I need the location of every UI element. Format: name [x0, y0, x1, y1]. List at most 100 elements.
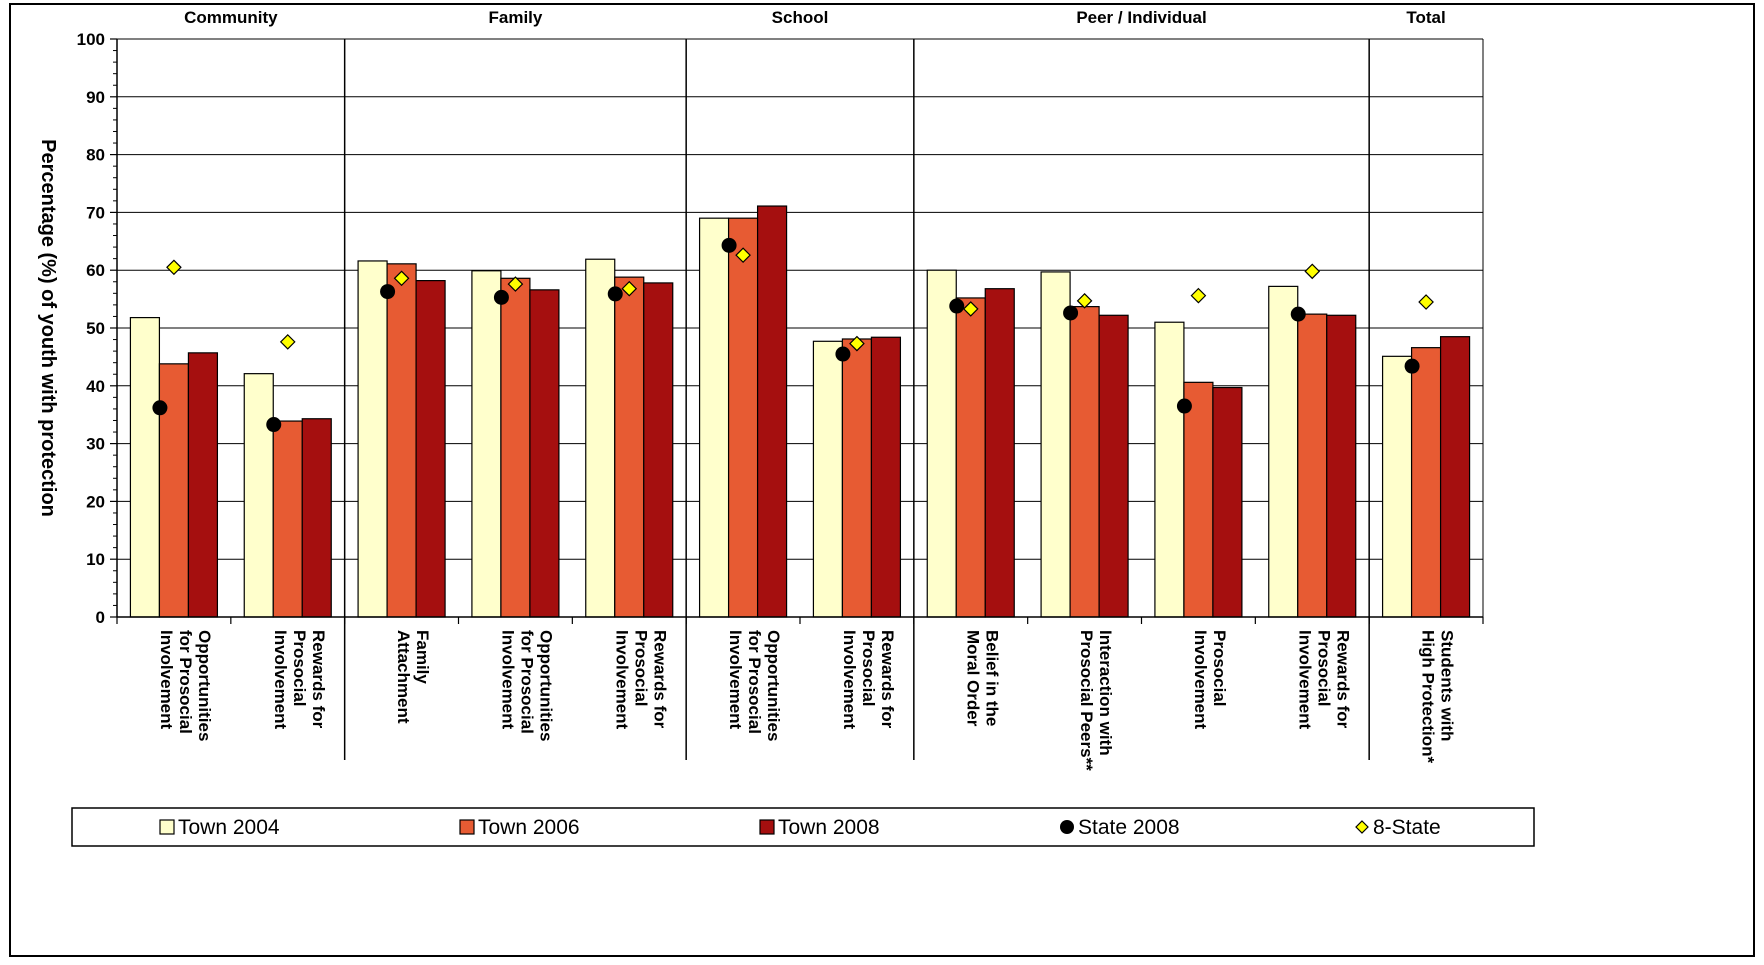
group-title-1: Family [488, 8, 542, 27]
category-label-5-0: Opportunities [764, 630, 783, 741]
category-label-5-2: Involvement [726, 630, 745, 730]
bars [129, 205, 1471, 618]
bar-town-2006-6 [841, 338, 873, 618]
category-label-8-1: Prosocial Peers** [1077, 630, 1096, 771]
category-label-5-1: for Prosocial [745, 630, 764, 734]
legend-swatch-8-state [1355, 820, 1369, 834]
bar-town-2004-2 [357, 260, 388, 618]
marker-state-2008-0 [152, 400, 168, 416]
group-title-4: Total [1406, 8, 1445, 27]
category-label-11-1: High Protection* [1419, 630, 1438, 764]
category-label-4-1: Prosocial [631, 630, 650, 707]
y-tick-label-2: 20 [86, 492, 105, 511]
markers [152, 237, 1434, 433]
y-tick-label-10: 100 [77, 30, 105, 49]
category-label-1-2: Involvement [271, 630, 290, 730]
bar-town-2004-9 [1154, 321, 1185, 618]
category-label-7-1: Moral Order [963, 630, 982, 727]
marker-8-state-10 [1304, 263, 1321, 280]
category-label-8-0: Interaction with [1096, 630, 1115, 756]
marker-state-2008-6 [835, 346, 851, 362]
category-label-9-1: Involvement [1191, 630, 1210, 730]
legend-label-state-2008: State 2008 [1078, 816, 1180, 839]
bar-town-2004-10 [1268, 285, 1299, 618]
y-tick-label-8: 80 [86, 146, 105, 165]
marker-state-2008-1 [266, 417, 282, 433]
bar-town-2006-9 [1183, 381, 1214, 618]
group-title-3: Peer / Individual [1076, 8, 1206, 27]
marker-state-2008-11 [1404, 358, 1420, 374]
marker-8-state-3 [507, 276, 524, 292]
legend-label-town-2004: Town 2004 [178, 816, 280, 839]
category-label-11-0: Students with [1438, 630, 1457, 741]
category-label-0-2: Involvement [157, 630, 176, 730]
category-label-2-0: Family [413, 630, 432, 684]
marker-state-2008-3 [493, 289, 509, 305]
marker-state-2008-10 [1290, 306, 1306, 322]
bar-town-2006-1 [272, 420, 303, 618]
category-label-6-2: Involvement [840, 630, 859, 730]
bar-town-2006-3 [500, 277, 531, 618]
legend-box [71, 807, 1535, 847]
marker-state-2008-4 [607, 286, 623, 302]
legend-swatch-state-2008 [1060, 820, 1074, 834]
group-title-2: School [772, 8, 829, 27]
y-tick-label-0: 0 [96, 608, 105, 627]
bar-town-2004-4 [585, 258, 616, 618]
bar-town-2008-8 [1098, 314, 1129, 618]
category-label-3-2: Involvement [498, 630, 517, 730]
category-label-1-1: Prosocial [290, 630, 309, 707]
legend-label-town-2008: Town 2008 [778, 816, 880, 839]
bar-town-2008-10 [1326, 314, 1357, 618]
bar-town-2006-2 [386, 263, 417, 618]
marker-state-2008-2 [380, 284, 396, 300]
legend-label-town-2006: Town 2006 [478, 816, 580, 839]
marker-state-2008-8 [1063, 305, 1079, 321]
y-tick-label-4: 40 [86, 377, 105, 396]
category-label-10-1: Prosocial [1314, 630, 1333, 707]
category-label-6-1: Prosocial [859, 630, 878, 707]
marker-8-state-9 [1190, 287, 1207, 304]
marker-state-2008-5 [721, 237, 737, 253]
bar-town-2008-9 [1212, 386, 1243, 618]
bar-town-2008-5 [756, 205, 788, 618]
marker-8-state-8 [1076, 292, 1093, 309]
bar-town-2004-8 [1040, 271, 1071, 618]
y-tick-label-3: 30 [86, 435, 105, 454]
marker-8-state-4 [621, 280, 638, 297]
bar-town-2006-11 [1410, 347, 1442, 618]
y-tick-label-5: 50 [86, 319, 105, 338]
bar-town-2004-5 [698, 217, 730, 618]
category-label-0-1: for Prosocial [176, 630, 195, 734]
bar-town-2006-10 [1297, 313, 1328, 618]
group-title-0: Community [184, 8, 278, 27]
y-tick-label-7: 70 [86, 203, 105, 222]
category-label-3-0: Opportunities [536, 630, 555, 741]
bar-town-2004-0 [129, 316, 161, 618]
category-label-4-2: Involvement [612, 630, 631, 730]
category-label-10-2: Involvement [1295, 630, 1314, 730]
bar-town-2006-5 [727, 217, 759, 618]
labels: Community Family School Peer / Individual To… [37, 8, 1457, 771]
legend-swatch-town-2006 [459, 819, 475, 835]
bar-town-2006-8 [1069, 306, 1100, 618]
category-label-0-0: Opportunities [195, 630, 214, 741]
marker-8-state-5 [735, 247, 751, 264]
marker-state-2008-7 [949, 298, 965, 314]
y-tick-label-9: 90 [86, 88, 105, 107]
marker-8-state-6 [849, 335, 865, 352]
bar-town-2008-3 [529, 289, 560, 618]
marker-8-state-11 [1418, 294, 1434, 310]
category-label-7-0: Belief in the [982, 630, 1001, 726]
marker-8-state-1 [279, 334, 296, 350]
bar-town-2008-7 [984, 288, 1015, 618]
marker-state-2008-9 [1176, 398, 1192, 414]
bar-town-2004-1 [243, 373, 274, 618]
bar-town-2008-2 [415, 280, 446, 618]
bar-town-2004-3 [471, 270, 502, 618]
category-label-9-0: Prosocial [1210, 630, 1229, 707]
axes [110, 38, 1484, 760]
marker-8-state-7 [962, 301, 979, 317]
bar-town-2004-7 [926, 269, 957, 618]
